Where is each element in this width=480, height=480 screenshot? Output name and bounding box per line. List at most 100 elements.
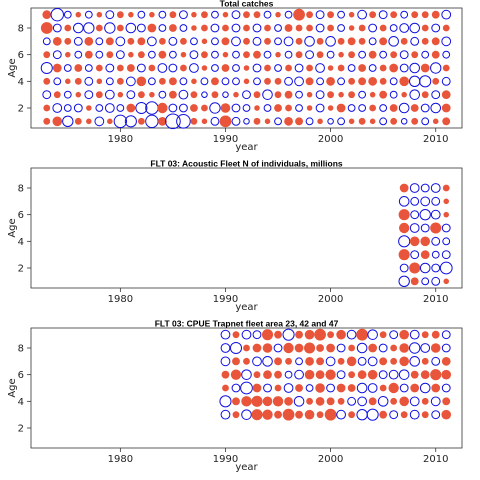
positive-residual-bubble — [126, 103, 136, 113]
negative-residual-bubble — [116, 104, 125, 112]
negative-residual-bubble — [441, 36, 452, 47]
positive-residual-bubble — [443, 278, 450, 285]
negative-residual-bubble — [263, 383, 272, 393]
positive-residual-bubble — [159, 77, 166, 85]
positive-residual-bubble — [264, 64, 271, 72]
negative-residual-bubble — [220, 356, 231, 367]
negative-residual-bubble — [63, 10, 72, 19]
positive-residual-bubble — [53, 91, 61, 99]
negative-residual-bubble — [356, 342, 368, 354]
negative-residual-bubble — [232, 77, 240, 86]
positive-residual-bubble — [431, 37, 440, 46]
positive-residual-bubble — [116, 24, 124, 32]
positive-residual-bubble — [190, 91, 198, 99]
positive-residual-bubble — [261, 329, 274, 341]
positive-residual-bubble — [379, 410, 388, 419]
negative-residual-bubble — [222, 91, 229, 98]
negative-residual-bubble — [284, 50, 293, 59]
negative-residual-bubble — [399, 50, 409, 60]
positive-residual-bubble — [43, 77, 51, 85]
positive-residual-bubble — [306, 11, 313, 19]
negative-residual-bubble — [158, 90, 167, 99]
positive-residual-bubble — [243, 51, 250, 59]
positive-residual-bubble — [295, 330, 303, 339]
negative-residual-bubble — [399, 263, 409, 273]
positive-residual-bubble — [356, 328, 369, 341]
negative-residual-bubble — [419, 382, 431, 394]
negative-residual-bubble — [336, 409, 346, 420]
positive-residual-bubble — [316, 411, 324, 419]
x-tick-label: 2010 — [423, 454, 448, 465]
positive-residual-bubble — [357, 370, 367, 380]
negative-residual-bubble — [315, 103, 325, 113]
positive-residual-bubble — [253, 50, 261, 59]
positive-residual-bubble — [105, 37, 114, 46]
positive-residual-bubble — [149, 91, 155, 98]
panel-2: FLT 03: Acoustic Fleet N of individuals,… — [7, 159, 463, 313]
positive-residual-bubble — [304, 342, 316, 354]
negative-residual-bubble — [211, 10, 219, 19]
positive-residual-bubble — [306, 91, 313, 98]
positive-residual-bubble — [442, 184, 450, 192]
positive-residual-bubble — [348, 77, 356, 85]
positive-residual-bubble — [75, 91, 82, 98]
positive-residual-bubble — [390, 344, 398, 352]
positive-residual-bubble — [358, 77, 367, 86]
positive-residual-bubble — [252, 383, 262, 393]
positive-residual-bubble — [74, 117, 82, 125]
positive-residual-bubble — [243, 344, 250, 352]
positive-residual-bubble — [390, 357, 398, 365]
negative-residual-bubble — [305, 384, 314, 392]
y-tick-label: 4 — [18, 397, 24, 408]
positive-residual-bubble — [410, 383, 420, 393]
negative-residual-bubble — [420, 183, 430, 193]
positive-residual-bubble — [283, 342, 294, 354]
negative-residual-bubble — [95, 104, 104, 112]
positive-residual-bubble — [399, 183, 409, 193]
negative-residual-bubble — [409, 75, 421, 88]
positive-residual-bubble — [222, 24, 229, 32]
negative-residual-bubble — [410, 196, 420, 206]
positive-residual-bubble — [368, 76, 378, 86]
negative-residual-bubble — [441, 330, 451, 340]
negative-residual-bubble — [179, 77, 188, 86]
negative-residual-bubble — [441, 383, 451, 393]
positive-residual-bubble — [253, 117, 261, 125]
positive-residual-bubble — [190, 104, 198, 112]
positive-residual-bubble — [157, 102, 168, 114]
positive-residual-bubble — [327, 11, 334, 19]
negative-residual-bubble — [104, 103, 115, 113]
positive-residual-bubble — [326, 343, 335, 353]
positive-residual-bubble — [336, 103, 346, 113]
positive-residual-bubble — [137, 37, 146, 46]
positive-residual-bubble — [338, 91, 344, 98]
negative-residual-bubble — [242, 90, 251, 100]
negative-residual-bubble — [409, 223, 420, 233]
negative-residual-bubble — [252, 23, 262, 33]
positive-residual-bubble — [315, 370, 325, 380]
positive-residual-bubble — [316, 51, 324, 59]
negative-residual-bubble — [115, 50, 125, 60]
negative-residual-bubble — [274, 64, 282, 72]
positive-residual-bubble — [398, 209, 410, 221]
positive-residual-bubble — [52, 116, 63, 127]
positive-residual-bubble — [304, 409, 315, 420]
positive-residual-bubble — [324, 408, 337, 421]
positive-residual-bubble — [368, 50, 377, 59]
negative-residual-bubble — [263, 10, 272, 19]
positive-residual-bubble — [211, 77, 219, 86]
positive-residual-bubble — [409, 236, 420, 247]
negative-residual-bubble — [179, 24, 188, 32]
negative-residual-bubble — [262, 89, 273, 100]
positive-residual-bubble — [379, 77, 387, 85]
positive-residual-bubble — [326, 397, 335, 406]
positive-residual-bubble — [337, 64, 345, 72]
positive-residual-bubble — [432, 77, 440, 85]
negative-residual-bubble — [252, 356, 262, 367]
negative-residual-bubble — [168, 103, 178, 113]
positive-residual-bubble — [116, 77, 124, 85]
x-tick-label: 1980 — [108, 454, 133, 465]
positive-residual-bubble — [221, 64, 230, 72]
positive-residual-bubble — [338, 51, 344, 58]
negative-residual-bubble — [63, 104, 72, 112]
